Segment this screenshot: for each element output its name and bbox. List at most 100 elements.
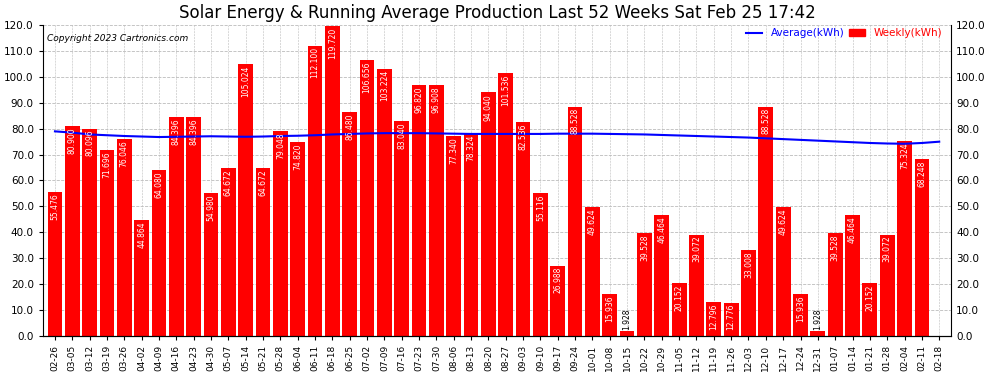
Bar	[48, 192, 62, 336]
Text: 103.224: 103.224	[380, 70, 389, 101]
Text: 88.528: 88.528	[761, 108, 770, 134]
Text: 71.696: 71.696	[103, 152, 112, 178]
Bar	[343, 112, 357, 336]
Bar	[186, 117, 201, 336]
Text: 39.528: 39.528	[640, 235, 649, 261]
Text: 79.048: 79.048	[276, 132, 285, 159]
Bar	[845, 216, 860, 336]
Bar	[724, 303, 739, 336]
Text: 46.464: 46.464	[848, 217, 857, 243]
Bar	[533, 193, 547, 336]
Text: 74.820: 74.820	[293, 144, 302, 170]
Bar	[638, 233, 651, 336]
Bar	[758, 107, 773, 336]
Bar	[446, 136, 461, 336]
Bar	[308, 46, 323, 336]
Text: 46.464: 46.464	[657, 217, 666, 243]
Bar	[828, 233, 842, 336]
Bar	[135, 220, 149, 336]
Bar	[221, 168, 236, 336]
Bar	[742, 250, 755, 336]
Bar	[239, 64, 253, 336]
Bar	[567, 107, 582, 336]
Text: 119.720: 119.720	[328, 27, 337, 58]
Bar	[325, 26, 340, 336]
Bar	[429, 85, 444, 336]
Bar	[811, 331, 826, 336]
Text: 33.008: 33.008	[744, 252, 753, 278]
Text: 55.476: 55.476	[50, 194, 59, 220]
Text: 12.796: 12.796	[709, 304, 719, 330]
Text: 1.928: 1.928	[623, 308, 632, 330]
Bar	[273, 131, 288, 336]
Bar	[498, 73, 513, 336]
Text: 106.656: 106.656	[362, 61, 371, 93]
Text: 64.672: 64.672	[258, 170, 267, 196]
Text: 86.480: 86.480	[346, 113, 354, 140]
Text: 88.528: 88.528	[570, 108, 579, 134]
Bar	[169, 117, 184, 336]
Text: 84.396: 84.396	[172, 119, 181, 146]
Text: 64.672: 64.672	[224, 170, 233, 196]
Text: 82.536: 82.536	[519, 123, 528, 150]
Text: 77.340: 77.340	[449, 137, 458, 164]
Text: 96.820: 96.820	[415, 87, 424, 113]
Text: 78.324: 78.324	[466, 134, 475, 161]
Title: Solar Energy & Running Average Production Last 52 Weeks Sat Feb 25 17:42: Solar Energy & Running Average Productio…	[179, 4, 816, 22]
Bar	[672, 284, 686, 336]
Bar	[689, 234, 704, 336]
Text: Copyright 2023 Cartronics.com: Copyright 2023 Cartronics.com	[48, 34, 189, 44]
Text: 15.936: 15.936	[796, 296, 805, 322]
Bar	[463, 133, 478, 336]
Bar	[151, 170, 166, 336]
Bar	[82, 129, 97, 336]
Bar	[481, 93, 496, 336]
Bar	[117, 139, 132, 336]
Bar	[255, 168, 270, 336]
Text: 76.046: 76.046	[120, 140, 129, 167]
Text: 39.072: 39.072	[883, 236, 892, 262]
Text: 80.096: 80.096	[85, 130, 94, 156]
Text: 12.776: 12.776	[727, 304, 736, 330]
Bar	[915, 159, 930, 336]
Text: 94.040: 94.040	[484, 94, 493, 120]
Text: 44.864: 44.864	[138, 221, 147, 248]
Bar	[412, 85, 427, 336]
Text: 64.080: 64.080	[154, 171, 163, 198]
Bar	[707, 303, 721, 336]
Text: 105.024: 105.024	[242, 65, 250, 97]
Bar	[100, 150, 114, 336]
Bar	[776, 207, 791, 336]
Text: 101.536: 101.536	[501, 74, 510, 106]
Bar	[377, 69, 392, 336]
Bar	[897, 141, 912, 336]
Text: 15.936: 15.936	[605, 296, 614, 322]
Text: 26.988: 26.988	[553, 267, 562, 294]
Text: 96.908: 96.908	[432, 86, 441, 113]
Legend: Average(kWh), Weekly(kWh): Average(kWh), Weekly(kWh)	[742, 24, 946, 42]
Text: 20.152: 20.152	[865, 285, 874, 311]
Text: 55.116: 55.116	[536, 194, 544, 221]
Bar	[359, 60, 374, 336]
Text: 39.072: 39.072	[692, 236, 701, 262]
Bar	[585, 207, 600, 336]
Text: 80.900: 80.900	[67, 128, 77, 154]
Text: 54.980: 54.980	[207, 195, 216, 221]
Text: 20.152: 20.152	[674, 285, 684, 311]
Bar	[204, 194, 219, 336]
Bar	[290, 142, 305, 336]
Text: 39.528: 39.528	[831, 235, 840, 261]
Bar	[65, 126, 79, 336]
Bar	[654, 216, 669, 336]
Text: 112.100: 112.100	[311, 47, 320, 78]
Text: 49.624: 49.624	[779, 209, 788, 235]
Text: 84.396: 84.396	[189, 119, 198, 146]
Bar	[862, 284, 877, 336]
Bar	[880, 234, 895, 336]
Text: 49.624: 49.624	[588, 209, 597, 235]
Text: 83.040: 83.040	[397, 122, 406, 149]
Text: 1.928: 1.928	[814, 308, 823, 330]
Bar	[394, 121, 409, 336]
Bar	[550, 266, 565, 336]
Bar	[620, 331, 635, 336]
